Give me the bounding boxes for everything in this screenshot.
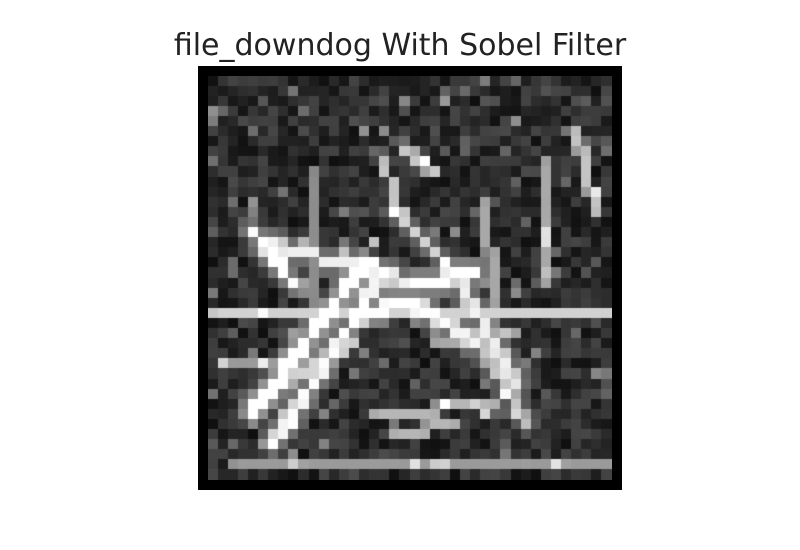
sobel-edge-image	[208, 76, 612, 480]
image-frame	[198, 66, 622, 490]
figure-title: file_downdog With Sobel Filter	[173, 28, 627, 63]
